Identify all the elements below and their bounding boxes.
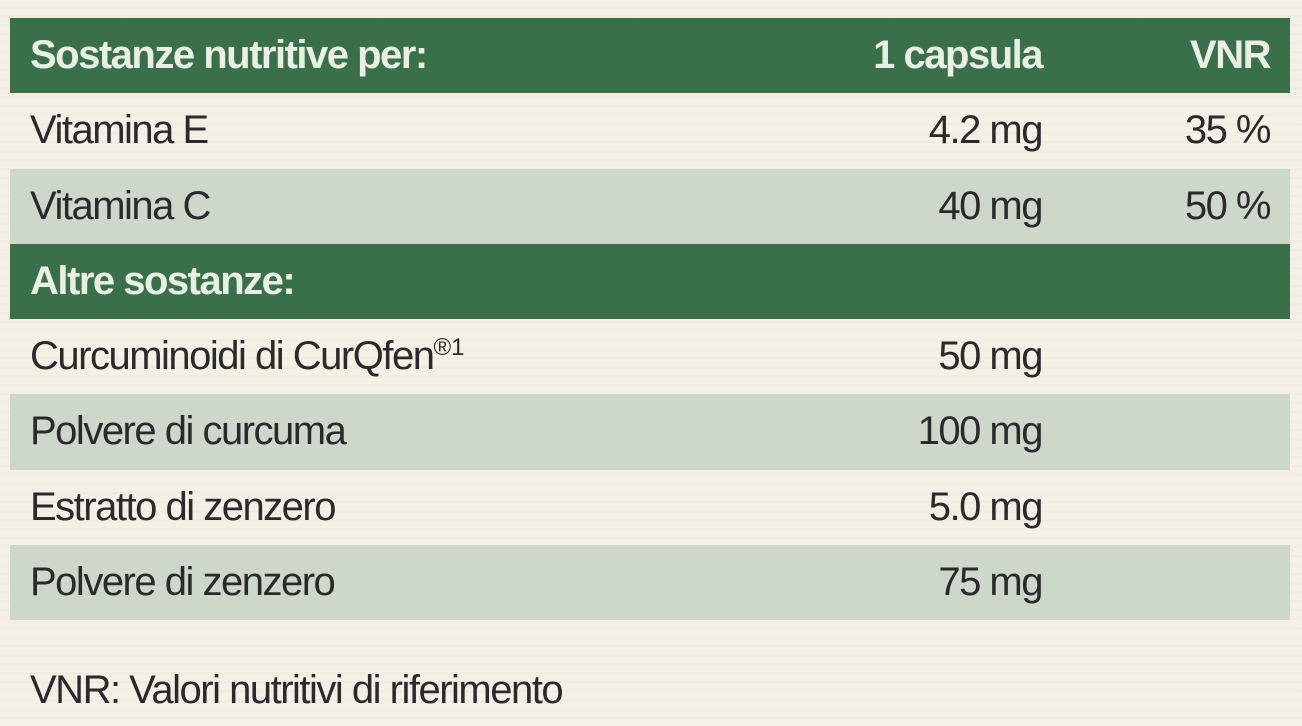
section-header-row: Altre sostanze: <box>10 243 1290 320</box>
label-text: Curcuminoidi di CurQfen <box>30 334 435 379</box>
table-row: Vitamina E 4.2 mg 35 % <box>10 93 1290 168</box>
row-label: Curcuminoidi di CurQfen®1 <box>30 319 464 394</box>
row-value: 50 mg <box>938 334 1043 379</box>
footnote: VNR: Valori nutritivi di riferimento <box>30 668 564 712</box>
header-cell: Altre sostanze: <box>30 258 296 303</box>
row-label: Vitamina C <box>30 183 211 228</box>
row-value: 75 mg <box>938 560 1043 605</box>
row-value: 5.0 mg <box>928 484 1044 529</box>
table-row: Estratto di zenzero 5.0 mg <box>10 470 1290 545</box>
header-cell: VNR <box>1190 33 1271 77</box>
label-superscript: ®1 <box>433 334 465 362</box>
row-label: Estratto di zenzero <box>30 484 337 529</box>
table-row: Curcuminoidi di CurQfen®1 50 mg <box>10 319 1290 394</box>
row-label: Vitamina E <box>30 108 209 153</box>
table-row: Vitamina C 40 mg 50 % <box>10 168 1290 244</box>
nutrition-table: Sostanze nutritive per: 1 capsula VNR Vitam… <box>10 18 1290 621</box>
header-cell: Sostanze nutritive per: <box>30 33 428 77</box>
row-label: Polvere di curcuma <box>30 409 347 454</box>
table-row: Polvere di curcuma 100 mg <box>10 394 1290 470</box>
row-value: 50 % <box>1184 183 1272 228</box>
row-value: 35 % <box>1184 108 1272 153</box>
row-value: 40 mg <box>938 183 1043 228</box>
row-label: Polvere di zenzero <box>30 560 336 605</box>
table-row: Polvere di zenzero 75 mg <box>10 545 1290 621</box>
header-row: Sostanze nutritive per: 1 capsula VNR <box>10 18 1290 94</box>
row-value: 100 mg <box>917 409 1044 454</box>
row-value: 4.2 mg <box>928 108 1044 153</box>
header-cell: 1 capsula <box>873 33 1043 77</box>
